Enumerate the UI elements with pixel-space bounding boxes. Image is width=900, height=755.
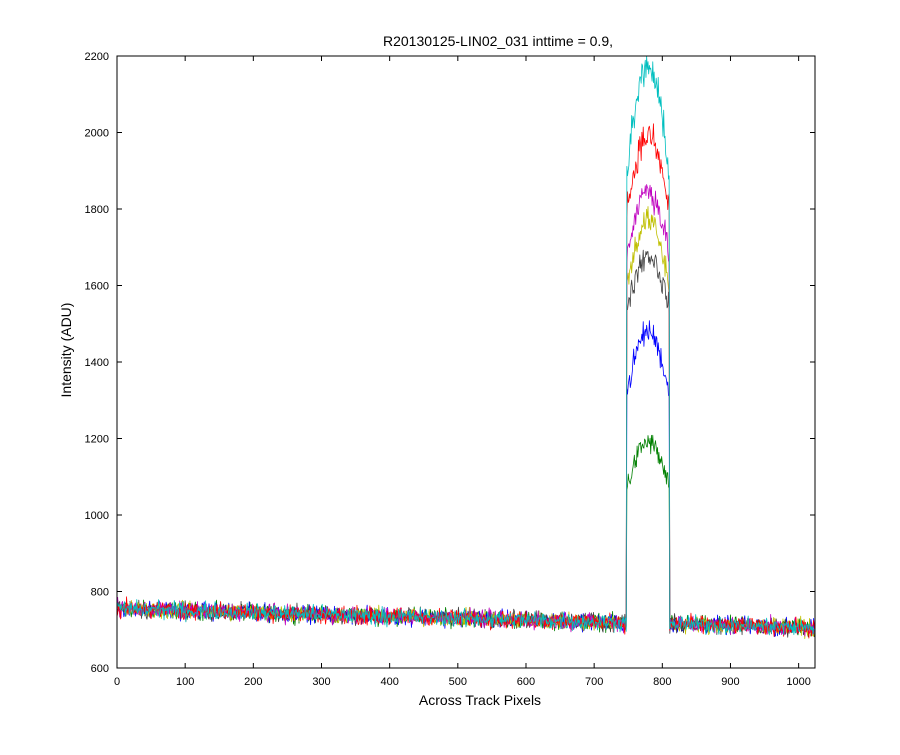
x-tick-label: 100 xyxy=(176,676,194,688)
x-tick-label: 300 xyxy=(312,676,330,688)
y-tick-label: 600 xyxy=(91,663,109,675)
x-tick-label: 500 xyxy=(449,676,467,688)
y-tick-label: 1200 xyxy=(85,434,109,446)
y-axis-label: Intensity (ADU) xyxy=(58,303,74,398)
x-tick-label: 800 xyxy=(653,676,671,688)
chart-title: R20130125-LIN02_031 inttime = 0.9, xyxy=(383,33,613,49)
x-tick-label: 1000 xyxy=(786,676,810,688)
y-tick-label: 1800 xyxy=(85,204,109,216)
x-tick-label: 0 xyxy=(114,676,120,688)
y-tick-label: 2000 xyxy=(85,128,109,140)
plot-area xyxy=(117,56,815,668)
y-tick-label: 1000 xyxy=(85,510,109,522)
x-tick-label: 600 xyxy=(517,676,535,688)
series-line-4 xyxy=(116,206,816,639)
y-tick-label: 2200 xyxy=(85,51,109,63)
x-tick-label: 900 xyxy=(721,676,739,688)
ticks-layer: 0 100 200 300 400 500 600 700 800 900 1000 600 800 10… xyxy=(85,51,815,688)
series-layer xyxy=(116,55,816,639)
series-line-7 xyxy=(116,55,816,636)
x-tick-label: 400 xyxy=(380,676,398,688)
y-tick-label: 1400 xyxy=(85,357,109,369)
x-axis-label: Across Track Pixels xyxy=(419,692,541,708)
x-tick-label: 200 xyxy=(244,676,262,688)
x-tick-label: 700 xyxy=(585,676,603,688)
y-tick-label: 1600 xyxy=(85,281,109,293)
y-tick-label: 800 xyxy=(91,587,109,599)
